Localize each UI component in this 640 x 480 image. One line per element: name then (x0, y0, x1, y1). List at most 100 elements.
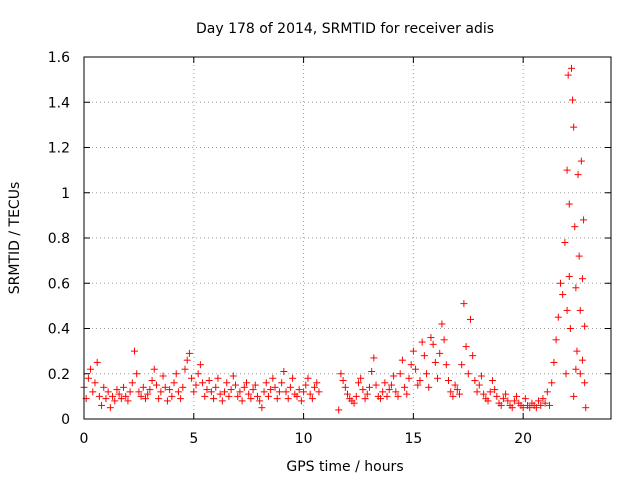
data-point (234, 392, 242, 400)
data-point (166, 386, 174, 394)
data-point (91, 379, 99, 387)
data-point (440, 336, 448, 344)
data-point (521, 395, 529, 403)
data-point (420, 352, 428, 360)
data-point (262, 379, 270, 387)
y-tick-label: 0 (61, 412, 70, 428)
data-point (565, 272, 573, 280)
data-point (423, 370, 431, 378)
data-point (451, 381, 459, 389)
axes: 0 0.2 0.4 0.6 0.8 1 1.2 1.4 1.6 0 5 10 15 20 (48, 50, 612, 447)
data-point (128, 379, 136, 387)
data-point (556, 279, 564, 287)
data-point (264, 392, 272, 400)
data-point (280, 367, 288, 375)
data-point (194, 370, 202, 378)
data-point (359, 386, 367, 394)
data-point (436, 349, 444, 357)
data-point (564, 71, 572, 79)
data-point (565, 200, 573, 208)
x-tick-label: 10 (295, 431, 313, 447)
data-point (449, 392, 457, 400)
data-point (135, 388, 143, 396)
x-tick-label: 5 (189, 431, 198, 447)
data-point (313, 379, 321, 387)
data-point (242, 379, 250, 387)
data-point (460, 300, 468, 308)
data-point (275, 388, 283, 396)
data-point (227, 386, 235, 394)
data-point (580, 216, 588, 224)
data-point (207, 388, 215, 396)
data-point (106, 404, 114, 412)
y-tick-label: 0.4 (48, 322, 70, 338)
data-point (445, 377, 453, 385)
data-point (480, 390, 488, 398)
data-point (379, 388, 387, 396)
data-point (455, 390, 463, 398)
data-point (221, 388, 229, 396)
data-point (271, 383, 279, 391)
data-point (510, 397, 518, 405)
data-point (163, 397, 171, 405)
data-point (126, 388, 134, 396)
data-point (109, 392, 117, 400)
data-point (581, 322, 589, 330)
data-point (344, 390, 351, 398)
data-point (284, 395, 292, 403)
data-point (240, 383, 248, 391)
data-point (576, 306, 584, 314)
data-point (570, 123, 578, 131)
data-point (141, 395, 149, 403)
data-point (368, 367, 376, 375)
data-point (117, 395, 125, 403)
data-point (278, 379, 286, 387)
plot-border (83, 56, 612, 420)
data-point (185, 349, 193, 357)
data-point (491, 386, 499, 394)
data-point (223, 379, 231, 387)
data-point (493, 392, 501, 400)
data-point (370, 354, 378, 362)
data-point (159, 372, 167, 380)
data-point (365, 383, 373, 391)
data-point (537, 401, 545, 409)
data-point (295, 386, 303, 394)
data-point (146, 386, 154, 394)
data-point (144, 390, 152, 398)
data-point (407, 361, 415, 369)
data-point (131, 347, 139, 355)
data-point (95, 392, 103, 400)
data-point (203, 386, 211, 394)
data-point (543, 388, 551, 396)
data-point (115, 390, 123, 398)
data-point (249, 386, 257, 394)
data-point (541, 399, 549, 407)
data-point (183, 356, 191, 364)
x-tick-label: 20 (514, 431, 532, 447)
data-point (427, 334, 435, 342)
data-point (582, 404, 590, 412)
data-point (247, 395, 255, 403)
gridlines (84, 57, 611, 419)
data-point (372, 381, 380, 389)
data-point (212, 383, 220, 391)
data-point (84, 374, 92, 382)
data-point (341, 383, 349, 391)
data-point (519, 404, 527, 412)
data-point (111, 397, 119, 405)
y-tick-label: 0.2 (48, 367, 70, 383)
data-point (475, 381, 483, 389)
data-point (253, 392, 261, 400)
data-point (401, 383, 409, 391)
data-point (170, 379, 178, 387)
data-point (190, 388, 198, 396)
data-point (218, 397, 226, 405)
data-point (504, 397, 512, 405)
data-point (102, 395, 110, 403)
x-tick-label: 15 (404, 431, 422, 447)
data-point (535, 397, 543, 405)
data-point (403, 390, 411, 398)
y-tick-label: 1.4 (48, 95, 70, 111)
